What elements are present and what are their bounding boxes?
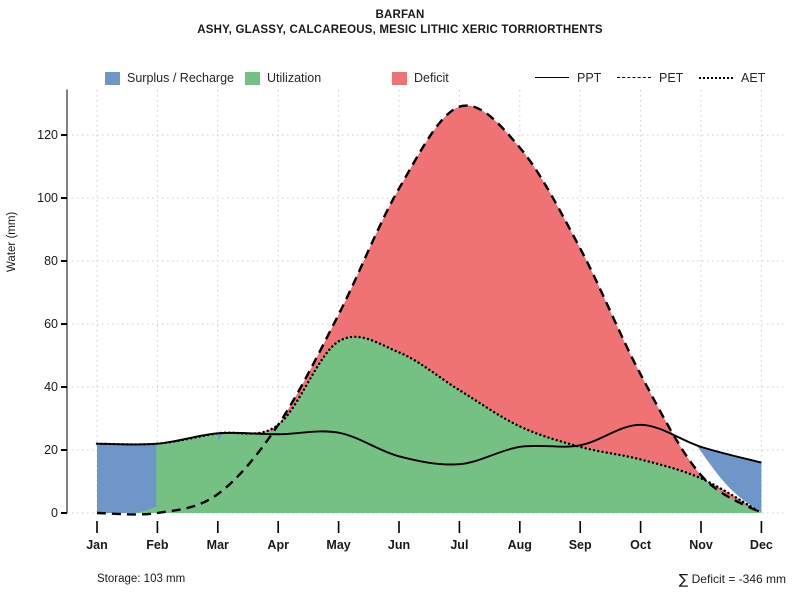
y-axis-ticks: 0 20 40 60 80 100 120 — [0, 0, 58, 600]
legend-label-pet: PET — [659, 71, 684, 85]
page-title: BARFAN — [375, 9, 425, 21]
legend-item-ppt[interactable]: PPT — [535, 68, 601, 88]
x-tick-label-oct: Oct — [630, 538, 652, 552]
legend-item-surplus[interactable]: Surplus / Recharge — [105, 68, 234, 88]
deficit-annotation-text: Deficit = -346 mm — [691, 572, 786, 586]
dotted-line-icon — [699, 72, 733, 84]
aet-curve — [95, 335, 763, 515]
plot-area — [61, 89, 787, 533]
y-tick-label: 20 — [44, 443, 58, 457]
legend-label-aet: AET — [741, 71, 766, 85]
x-tick-label-dec: Dec — [749, 538, 773, 552]
surplus-color-swatch — [105, 71, 120, 85]
y-tick-label: 120 — [37, 128, 58, 143]
y-tick-label: 0 — [51, 506, 58, 520]
legend-label-ppt: PPT — [577, 71, 602, 85]
summation-icon: ∑ — [678, 572, 689, 588]
legend-item-pet[interactable]: PET — [617, 68, 683, 88]
y-tick-label: 40 — [44, 380, 58, 394]
x-tick-label-aug: Aug — [507, 538, 532, 552]
x-tick-label-may: May — [326, 538, 351, 552]
x-tick-label-jul: Jul — [450, 538, 469, 552]
x-tick-label-nov: Nov — [689, 538, 713, 552]
ppt-curve — [96, 423, 762, 466]
x-tick-label-apr: Apr — [267, 538, 289, 552]
chart-legend: Surplus / Recharge Utilization Deficit P… — [0, 68, 800, 88]
x-tick-label-jan: Jan — [86, 538, 108, 552]
legend-label-surplus: Surplus / Recharge — [127, 71, 235, 85]
legend-item-utilization[interactable]: Utilization — [245, 68, 321, 88]
pet-curve — [96, 104, 763, 516]
x-tick-label-jun: Jun — [387, 538, 411, 552]
y-tick-label: 80 — [44, 254, 58, 269]
x-tick-label-sep: Sep — [568, 538, 592, 552]
deficit-color-swatch — [392, 71, 407, 85]
y-tick-label: 100 — [37, 191, 58, 206]
legend-item-aet[interactable]: AET — [699, 68, 765, 88]
storage-annotation: Storage: 103 mm — [97, 573, 186, 585]
utilization-color-swatch — [245, 71, 260, 85]
chart-canvas — [61, 89, 787, 533]
solid-line-icon — [535, 72, 569, 84]
x-tick-label-feb: Feb — [146, 538, 169, 552]
legend-label-deficit: Deficit — [414, 71, 449, 85]
x-tick-label-mar: Mar — [206, 538, 229, 552]
chart-subtitle: ASHY, GLASSY, CALCAREOUS, MESIC LITHIC X… — [197, 24, 603, 36]
legend-label-utilization: Utilization — [267, 71, 322, 85]
utilization-band — [97, 336, 762, 513]
deficit-band — [237, 105, 761, 513]
chart-title-block: BARFAN ASHY, GLASSY, CALCAREOUS, MESIC L… — [0, 8, 800, 38]
legend-item-deficit[interactable]: Deficit — [392, 68, 449, 88]
deficit-annotation: ∑ Deficit = -346 mm — [679, 572, 786, 588]
y-tick-label: 60 — [44, 317, 58, 332]
dashed-line-icon — [617, 72, 651, 84]
